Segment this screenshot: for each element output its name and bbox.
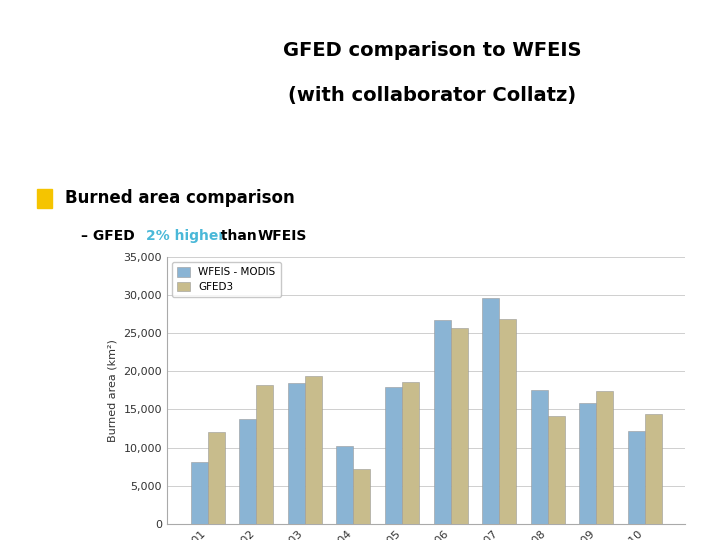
Y-axis label: Burned area (km²): Burned area (km²): [108, 339, 118, 442]
Legend: WFEIS - MODIS, GFED3: WFEIS - MODIS, GFED3: [172, 262, 281, 297]
Bar: [402, 382, 419, 524]
Bar: [191, 462, 207, 524]
Text: Burned area comparison: Burned area comparison: [65, 190, 294, 207]
Bar: [354, 469, 370, 524]
Bar: [305, 376, 322, 524]
Bar: [433, 320, 451, 524]
Bar: [628, 431, 645, 524]
Bar: [596, 391, 613, 524]
Text: 2% higher: 2% higher: [145, 229, 225, 243]
Bar: [288, 383, 305, 524]
Bar: [336, 446, 354, 524]
Text: GFED comparison to WFEIS: GFED comparison to WFEIS: [283, 41, 581, 60]
Text: – GFED: – GFED: [81, 229, 139, 243]
Bar: [645, 414, 662, 524]
Bar: [531, 390, 548, 524]
Bar: [37, 190, 53, 208]
Bar: [548, 416, 564, 524]
Bar: [451, 328, 467, 524]
Bar: [499, 319, 516, 524]
Bar: [482, 298, 499, 524]
Bar: [256, 385, 273, 524]
Bar: [239, 418, 256, 524]
Bar: [580, 402, 596, 524]
Bar: [385, 387, 402, 524]
Bar: [207, 433, 225, 524]
Text: WFEIS: WFEIS: [258, 229, 307, 243]
Text: (with collaborator Collatz): (with collaborator Collatz): [288, 86, 576, 105]
Text: than: than: [216, 229, 262, 243]
